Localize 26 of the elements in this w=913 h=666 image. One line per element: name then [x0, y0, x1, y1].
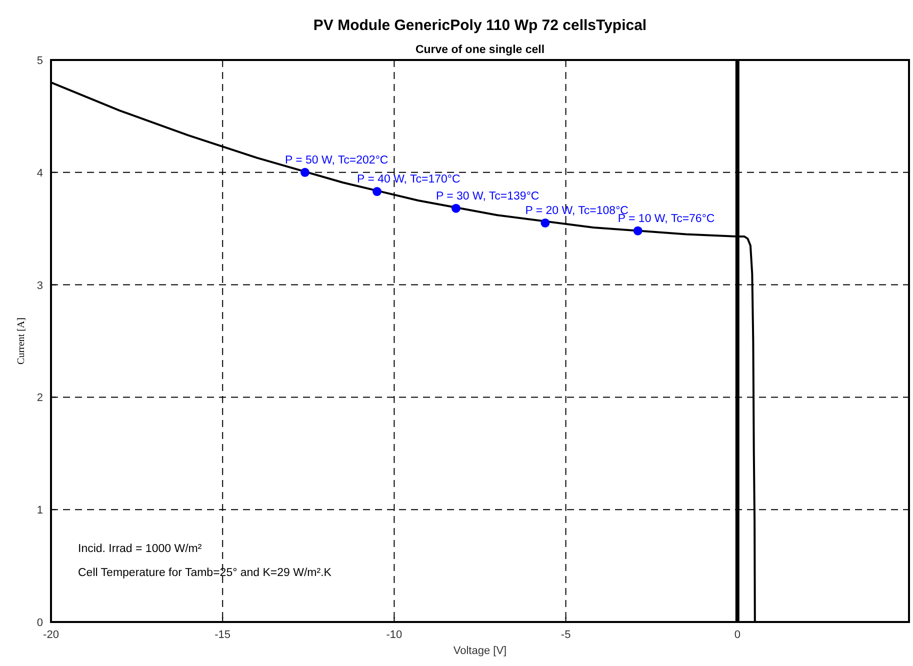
y-axis-title: Current [A] [16, 318, 27, 364]
point [451, 204, 460, 213]
x-tick-label: -10 [386, 629, 402, 641]
y-tick-label: 1 [36, 504, 43, 517]
x-axis-title: Voltage [V] [453, 645, 507, 657]
x-tick-label: 0 [734, 629, 740, 641]
annotation: Cell Temperature for Tamb=25° and K=29 W/m².K [78, 567, 332, 579]
y-tick-label: 4 [36, 167, 43, 180]
y-tick-label: 3 [36, 280, 43, 292]
point [540, 218, 550, 228]
chart-subtitle: Curve of one single cell [415, 44, 545, 56]
point [300, 168, 310, 177]
annotation: P = 10 W, Tc=76°C [618, 212, 715, 225]
point [372, 187, 382, 196]
annotation: P = 30 W, Tc=139°C [436, 190, 540, 202]
y-tick-label: 0 [36, 617, 43, 629]
point [633, 226, 642, 236]
y-tick-label: 2 [36, 392, 43, 404]
x-tick-label: -5 [560, 629, 571, 641]
annotation: P = 50 W, Tc=202°C [284, 154, 388, 166]
x-tick-label: -20 [43, 629, 59, 641]
annotation: Incid. Irrad = 1000 W/m² [78, 543, 202, 555]
chart-title: PV Module GenericPoly 110 Wp 72 cellsTypical [313, 17, 647, 34]
y-tick-label: 5 [36, 55, 43, 67]
annotation: P = 40 W, Tc=170°C [357, 174, 460, 186]
x-tick-label: -15 [214, 629, 231, 641]
